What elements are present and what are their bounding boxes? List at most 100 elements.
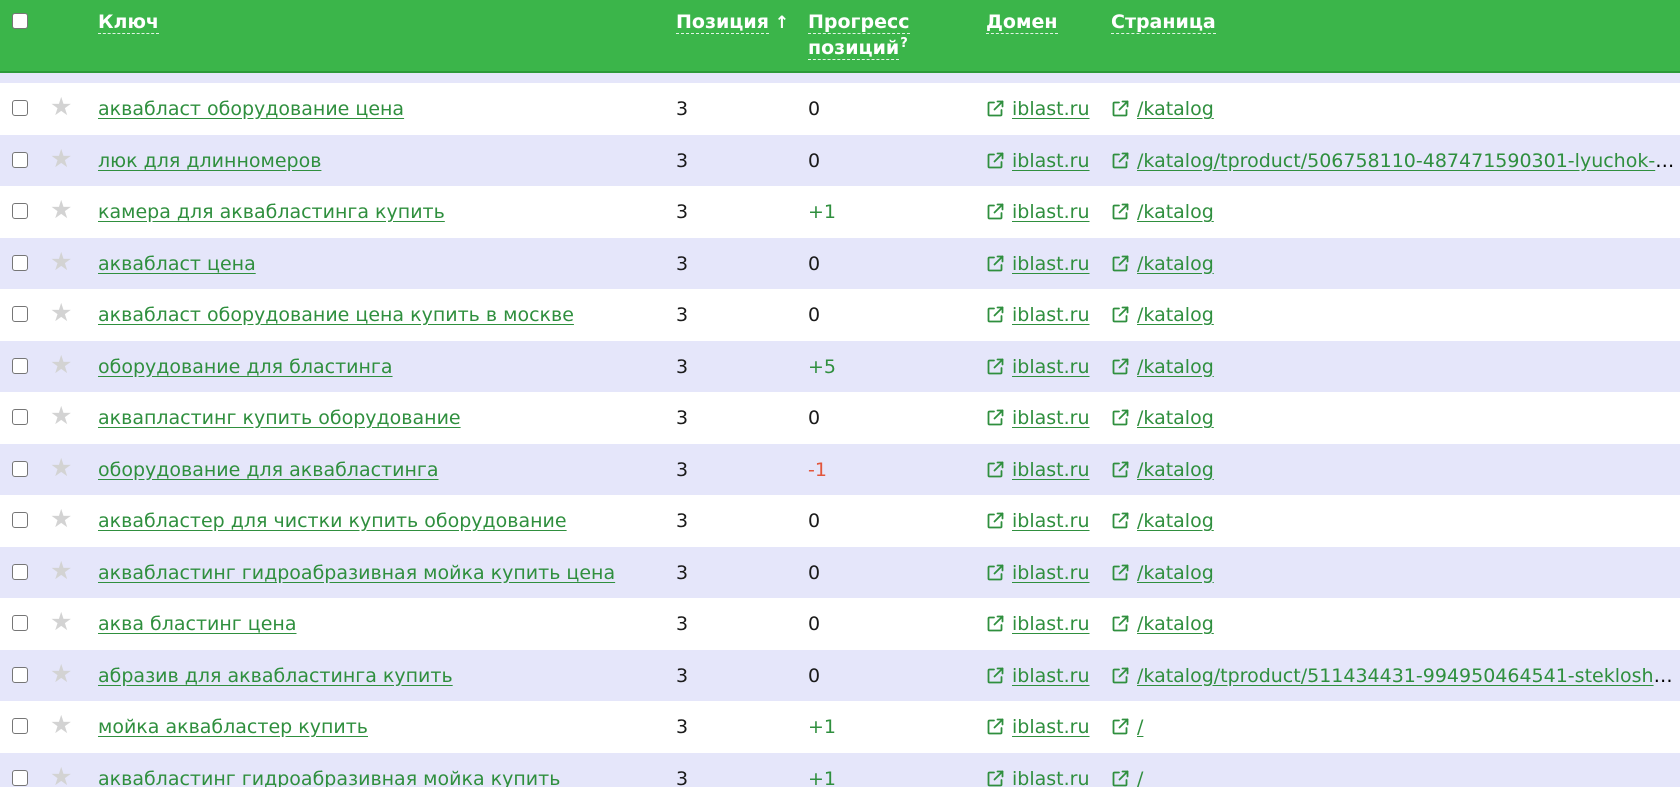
external-link-icon[interactable] [1111, 511, 1130, 530]
column-header-progress[interactable]: Прогресс позиций? [808, 9, 910, 61]
domain-link[interactable]: iblast.ru [1012, 767, 1090, 787]
help-icon[interactable]: ? [900, 35, 908, 51]
star-icon[interactable]: ★ [50, 658, 73, 688]
page-link[interactable]: / [1137, 767, 1144, 787]
row-checkbox[interactable] [12, 666, 28, 683]
page-link[interactable]: /katalog [1137, 458, 1214, 481]
external-link-icon[interactable] [986, 408, 1005, 427]
external-link-icon[interactable] [1111, 563, 1130, 582]
column-header-domain-label[interactable]: Домен [986, 11, 1058, 34]
star-icon[interactable]: ★ [50, 349, 73, 379]
page-link[interactable]: /katalog [1137, 252, 1214, 275]
external-link-icon[interactable] [1111, 99, 1130, 118]
page-link[interactable]: /katalog/tproduct/511434431-994950464541… [1137, 664, 1680, 687]
column-header-key[interactable]: Ключ [98, 9, 159, 35]
column-header-key-label[interactable]: Ключ [98, 11, 159, 34]
column-header-position-label[interactable]: Позиция [676, 11, 769, 34]
select-all-checkbox[interactable] [12, 13, 28, 29]
external-link-icon[interactable] [1111, 614, 1130, 633]
keyword-link[interactable]: аквабласт оборудование цена купить в мос… [98, 304, 574, 326]
external-link-icon[interactable] [986, 511, 1005, 530]
external-link-icon[interactable] [986, 563, 1005, 582]
star-icon[interactable]: ★ [50, 555, 73, 585]
external-link-icon[interactable] [986, 305, 1005, 324]
domain-link[interactable]: iblast.ru [1012, 510, 1090, 532]
row-checkbox[interactable] [12, 151, 28, 168]
keyword-link[interactable]: оборудование для аквабластинга [98, 458, 439, 481]
row-checkbox[interactable] [12, 460, 28, 477]
page-link[interactable]: /katalog [1137, 98, 1214, 120]
domain-link[interactable]: iblast.ru [1012, 458, 1090, 481]
keyword-link[interactable]: камера для аквабластинга купить [98, 201, 445, 223]
star-icon[interactable]: ★ [50, 761, 73, 787]
keyword-link[interactable]: оборудование для бластинга [98, 355, 393, 378]
domain-link[interactable]: iblast.ru [1012, 561, 1090, 584]
page-link[interactable]: /katalog [1137, 355, 1214, 378]
row-checkbox[interactable] [12, 563, 28, 580]
external-link-icon[interactable] [1111, 717, 1130, 736]
external-link-icon[interactable] [1111, 305, 1130, 324]
external-link-icon[interactable] [1111, 769, 1130, 787]
star-icon[interactable]: ★ [50, 298, 73, 327]
external-link-icon[interactable] [986, 357, 1005, 376]
external-link-icon[interactable] [986, 666, 1005, 685]
row-checkbox[interactable] [12, 769, 28, 786]
page-link[interactable]: /katalog [1137, 561, 1214, 584]
row-checkbox[interactable] [12, 100, 28, 116]
row-checkbox[interactable] [12, 306, 28, 322]
keyword-link[interactable]: люк для длинномеров [98, 149, 322, 172]
domain-link[interactable]: iblast.ru [1012, 201, 1090, 223]
external-link-icon[interactable] [986, 254, 1005, 273]
column-header-progress-label-line2[interactable]: позиций [808, 37, 900, 60]
keyword-link[interactable]: аквапластинг купить оборудование [98, 407, 461, 429]
external-link-icon[interactable] [986, 99, 1005, 118]
star-icon[interactable]: ★ [50, 92, 73, 121]
domain-link[interactable]: iblast.ru [1012, 716, 1090, 738]
row-checkbox[interactable] [12, 718, 28, 734]
star-icon[interactable]: ★ [50, 246, 73, 276]
external-link-icon[interactable] [1111, 202, 1130, 221]
external-link-icon[interactable] [986, 460, 1005, 479]
row-checkbox[interactable] [12, 357, 28, 374]
row-checkbox[interactable] [12, 254, 28, 271]
star-icon[interactable]: ★ [50, 710, 73, 739]
star-icon[interactable]: ★ [50, 504, 73, 533]
domain-link[interactable]: iblast.ru [1012, 664, 1090, 687]
external-link-icon[interactable] [986, 614, 1005, 633]
row-checkbox[interactable] [12, 203, 28, 219]
keyword-link[interactable]: аква бластинг цена [98, 613, 297, 635]
page-link[interactable]: /katalog [1137, 510, 1214, 532]
domain-link[interactable]: iblast.ru [1012, 407, 1090, 429]
column-header-domain[interactable]: Домен [986, 9, 1058, 35]
keyword-link[interactable]: аквабласт цена [98, 252, 256, 275]
external-link-icon[interactable] [986, 717, 1005, 736]
external-link-icon[interactable] [1111, 408, 1130, 427]
row-checkbox[interactable] [12, 409, 28, 425]
page-link[interactable]: /katalog [1137, 407, 1214, 429]
external-link-icon[interactable] [1111, 357, 1130, 376]
keyword-link[interactable]: абразив для аквабластинга купить [98, 664, 453, 687]
row-checkbox[interactable] [12, 512, 28, 528]
page-link[interactable]: /katalog [1137, 304, 1214, 326]
external-link-icon[interactable] [1111, 254, 1130, 273]
external-link-icon[interactable] [1111, 666, 1130, 685]
column-header-page-label[interactable]: Страница [1111, 11, 1216, 34]
keyword-link[interactable]: аквабласт оборудование цена [98, 98, 405, 120]
keyword-link[interactable]: аквабластер для чистки купить оборудован… [98, 510, 567, 532]
keyword-link[interactable]: аквабластинг гидроабразивная мойка купит… [98, 767, 561, 787]
domain-link[interactable]: iblast.ru [1012, 149, 1090, 172]
page-link[interactable]: /katalog [1137, 201, 1214, 223]
column-header-progress-label-line1[interactable]: Прогресс [808, 11, 910, 34]
star-icon[interactable]: ★ [50, 195, 73, 224]
row-checkbox[interactable] [12, 615, 28, 631]
external-link-icon[interactable] [986, 202, 1005, 221]
page-link[interactable]: /katalog [1137, 613, 1214, 635]
star-icon[interactable]: ★ [50, 143, 73, 173]
domain-link[interactable]: iblast.ru [1012, 304, 1090, 326]
column-header-position[interactable]: Позиция ↑ [676, 9, 789, 36]
external-link-icon[interactable] [986, 151, 1005, 170]
star-icon[interactable]: ★ [50, 401, 73, 430]
external-link-icon[interactable] [1111, 151, 1130, 170]
external-link-icon[interactable] [986, 769, 1005, 787]
star-icon[interactable]: ★ [50, 607, 73, 636]
